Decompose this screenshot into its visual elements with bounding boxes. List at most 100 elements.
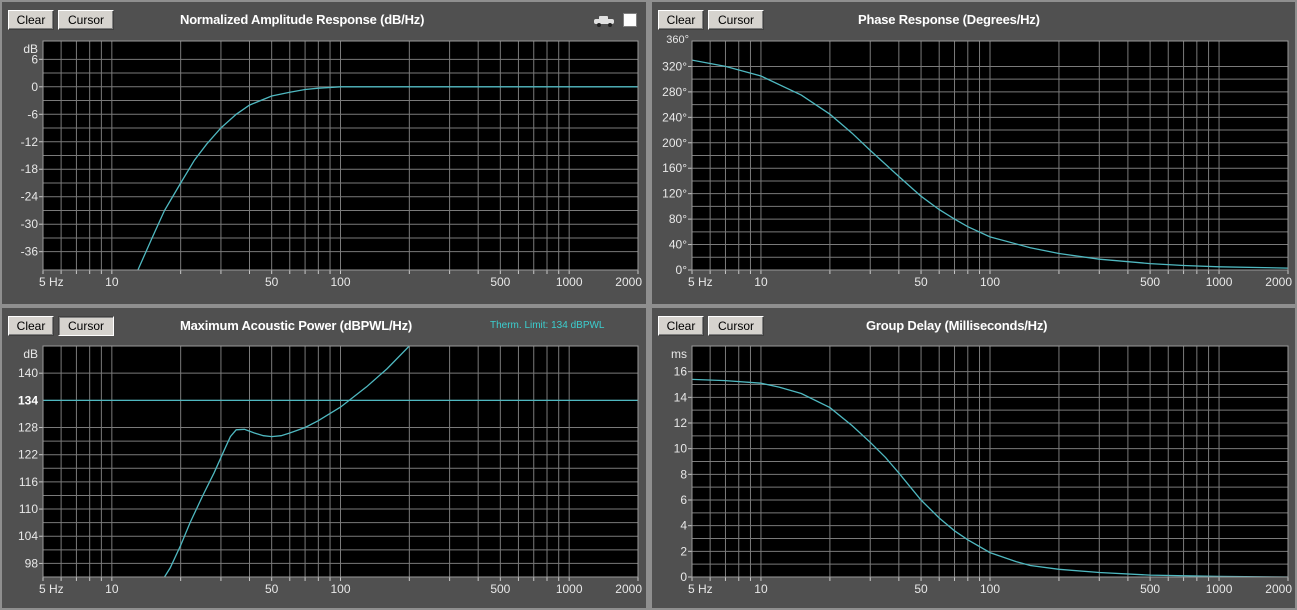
- x-tick-label: 50: [914, 582, 928, 596]
- x-tick-label: 500: [1140, 582, 1160, 596]
- x-tick-label: 50: [265, 275, 279, 289]
- y-tick-label: 10: [674, 442, 688, 456]
- x-tick-label: 100: [980, 275, 1000, 289]
- y-tick-label: 280°: [662, 85, 687, 99]
- y-tick-label: 14: [674, 390, 688, 404]
- y-tick-label: 6: [31, 52, 38, 66]
- cursor-button[interactable]: Cursor: [58, 316, 114, 336]
- plot-border: [42, 40, 639, 271]
- x-tick-label: 5 Hz: [688, 582, 713, 596]
- y-tick-label: 2: [680, 544, 687, 558]
- x-tick-label: 5 Hz: [39, 582, 64, 596]
- x-tick-label: 500: [490, 582, 510, 596]
- y-tick-label: -24: [21, 190, 39, 204]
- x-tick-label: 2000: [1265, 582, 1292, 596]
- cursor-button[interactable]: Cursor: [708, 10, 764, 30]
- response-curve: [137, 86, 638, 270]
- x-tick-label: 10: [105, 275, 119, 289]
- chart-title: Phase Response (Degrees/Hz): [858, 12, 1040, 27]
- y-tick-label: 120°: [662, 187, 687, 201]
- chart-title: Normalized Amplitude Response (dB/Hz): [180, 12, 425, 27]
- x-tick-label: 10: [754, 275, 768, 289]
- y-tick-label: -6: [27, 107, 38, 121]
- y-top-label: 360°: [666, 34, 689, 46]
- cursor-button[interactable]: Cursor: [58, 10, 114, 30]
- x-tick-label: 5 Hz: [39, 275, 64, 289]
- x-tick-label: 500: [490, 275, 510, 289]
- y-tick-label: 116: [19, 475, 38, 489]
- x-tick-label: 100: [980, 582, 1000, 596]
- x-tick-label: 2000: [615, 275, 642, 289]
- amplitude-chart: 6 0 -6 -12 -18 -24 -30 -36 dB 5 Hz 10 50 100 500 1000 2…: [21, 40, 642, 289]
- y-tick-label: 0: [680, 570, 687, 584]
- y-tick-label: 104: [18, 529, 38, 543]
- y-unit-label: dB: [23, 347, 38, 361]
- x-tick-label: 50: [914, 275, 928, 289]
- clear-button[interactable]: Clear: [8, 10, 54, 30]
- power-panel: 140 128 122 116 110 104 98 dB 5 Hz 10 50 100 500 1000…: [2, 308, 646, 608]
- y-tick-label: -36: [21, 245, 39, 259]
- amplitude-panel: 6 0 -6 -12 -18 -24 -30 -36 dB 5 Hz 10 50 100 500 1000 2…: [2, 2, 646, 304]
- x-tick-label: 10: [754, 582, 768, 596]
- grid: [42, 41, 639, 270]
- y-tick-label: 4: [680, 519, 687, 533]
- x-tick-label: 1000: [1206, 275, 1233, 289]
- y-tick-label: 122: [18, 448, 38, 462]
- y-unit-label: dB: [23, 42, 38, 56]
- y-tick-label: -12: [21, 135, 39, 149]
- y-tick-label: 0: [31, 80, 38, 94]
- x-tick-label: 50: [265, 582, 279, 596]
- y-tick-label: 16: [674, 365, 688, 379]
- clear-button[interactable]: Clear: [658, 316, 704, 336]
- plot-border: [691, 40, 1289, 271]
- response-curve: [692, 378, 1288, 577]
- x-tick-label: 500: [1140, 275, 1160, 289]
- chart-title: Group Delay (Milliseconds/Hz): [866, 318, 1048, 333]
- y-tick-label: 240°: [662, 110, 687, 124]
- plot-border: [42, 345, 639, 578]
- y-tick-label: 6: [680, 493, 687, 507]
- thermal-limit-label: Therm. Limit: 134 dBPWL: [490, 320, 605, 331]
- y-tick-label: 80°: [669, 212, 687, 226]
- x-tick-label: 100: [330, 582, 350, 596]
- y-tick-label: 320°: [662, 59, 687, 73]
- x-tick-label: 100: [330, 275, 350, 289]
- chart-title: Maximum Acoustic Power (dBPWL/Hz): [180, 318, 412, 333]
- thermal-limit-tick-label: 134: [18, 393, 38, 407]
- y-tick-label: 110: [19, 502, 38, 516]
- group-delay-panel: 16 14 12 10 8 6 4 2 0 ms 5 Hz 10 50 100 500 1000 2000 Cl…: [652, 308, 1295, 608]
- checkbox-icon[interactable]: [623, 13, 637, 27]
- panel-icons: [592, 13, 637, 27]
- x-tick-label: 1000: [1206, 582, 1233, 596]
- grid: [691, 346, 1289, 578]
- y-tick-label: 200°: [662, 136, 687, 150]
- y-tick-label: -30: [21, 217, 39, 231]
- clear-button[interactable]: Clear: [8, 316, 54, 336]
- y-tick-label: -18: [21, 162, 39, 176]
- power-chart: 140 128 122 116 110 104 98 dB 5 Hz 10 50 100 500 1000…: [18, 345, 642, 596]
- phase-panel: 320° 280° 240° 200° 160° 120° 80° 40° 0° 360° 5 Hz…: [652, 2, 1295, 304]
- y-unit-label: ms: [671, 347, 687, 361]
- grid: [42, 346, 639, 577]
- cursor-button[interactable]: Cursor: [708, 316, 764, 336]
- response-curve: [163, 346, 410, 577]
- car-icon[interactable]: [592, 13, 618, 27]
- x-tick-label: 10: [105, 582, 119, 596]
- y-tick-label: 8: [680, 467, 687, 481]
- x-tick-label: 5 Hz: [688, 275, 713, 289]
- x-tick-label: 2000: [1265, 275, 1292, 289]
- plot-border: [691, 345, 1289, 578]
- y-tick-label: 98: [25, 556, 39, 570]
- phase-chart: 320° 280° 240° 200° 160° 120° 80° 40° 0° 360° 5 Hz…: [662, 34, 1292, 289]
- y-tick-label: 0°: [676, 263, 688, 277]
- clear-button[interactable]: Clear: [658, 10, 704, 30]
- x-tick-label: 1000: [556, 275, 583, 289]
- y-tick-label: 160°: [662, 161, 687, 175]
- x-tick-label: 1000: [556, 582, 583, 596]
- y-tick-label: 40°: [669, 238, 687, 252]
- y-tick-label: 128: [18, 421, 38, 435]
- x-tick-label: 2000: [615, 582, 642, 596]
- y-tick-label: 140: [18, 366, 38, 380]
- response-curve: [692, 59, 1288, 269]
- y-tick-label: 12: [674, 416, 688, 430]
